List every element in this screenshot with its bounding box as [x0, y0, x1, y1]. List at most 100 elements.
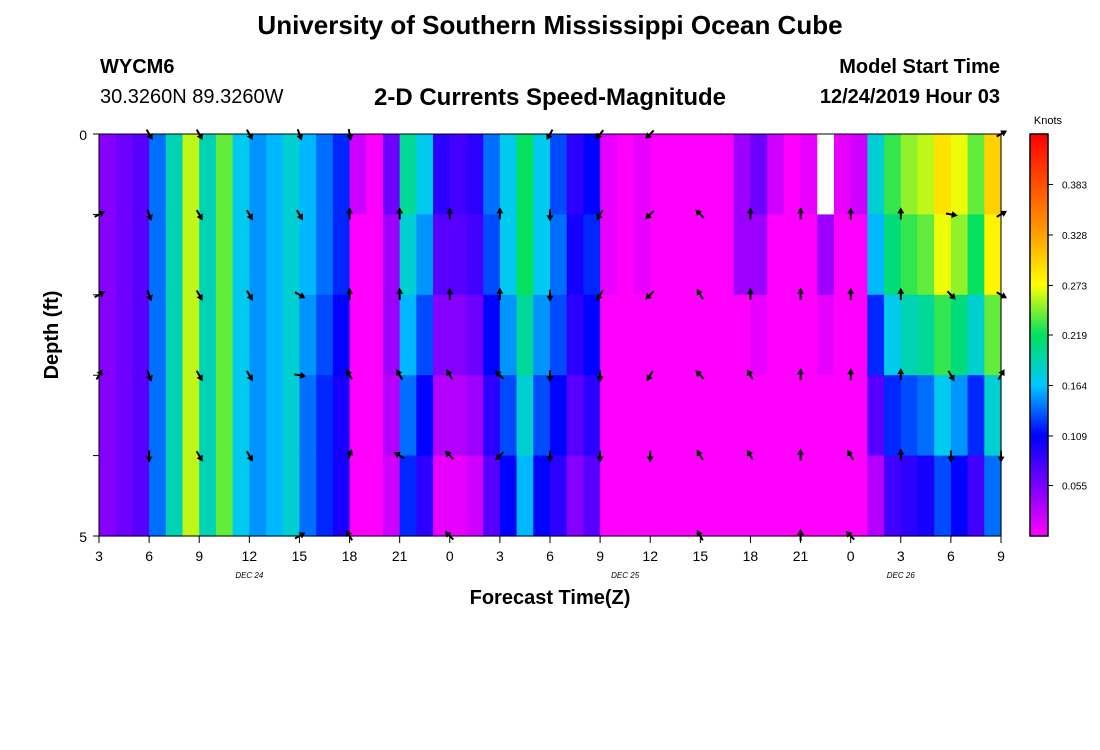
current-vector-arrow: [444, 450, 455, 460]
heatmap-cell: [733, 214, 752, 296]
current-vector-arrow: [646, 370, 654, 382]
x-tick-label: 3: [897, 548, 905, 564]
heatmap-cell: [666, 214, 685, 296]
heatmap-cell: [783, 294, 802, 376]
current-vector-arrow: [946, 290, 956, 300]
current-vector-arrow: [245, 450, 253, 462]
heatmap-cell: [800, 375, 818, 457]
current-vector-arrow: [195, 450, 203, 462]
heatmap-cell: [767, 455, 785, 537]
heatmap-cell: [215, 294, 234, 376]
y-axis-label: Depth (ft): [41, 291, 63, 380]
heatmap-cell: [366, 214, 384, 296]
current-vector-arrow: [195, 370, 203, 382]
heatmap-cell: [215, 134, 234, 215]
heatmap-cell: [416, 294, 434, 376]
heatmap-cell: [733, 455, 752, 537]
current-vector-arrow: [494, 451, 505, 461]
heatmap-cell: [282, 214, 301, 296]
current-vector-arrow: [596, 370, 604, 383]
heatmap-cell: [316, 375, 334, 457]
heatmap-cell: [165, 455, 184, 537]
heatmap-cell: [382, 294, 401, 376]
heatmap-cell: [516, 214, 534, 296]
heatmap-cell: [182, 134, 200, 215]
heatmap-cell: [934, 375, 952, 457]
date-label: DEC 25: [611, 571, 640, 580]
x-tick-label: 6: [145, 548, 153, 564]
heatmap-cell: [600, 375, 618, 457]
heatmap-cell: [366, 455, 384, 537]
heatmap-cell: [165, 214, 184, 296]
heatmap-cell: [466, 134, 484, 215]
heatmap-cell: [884, 134, 902, 215]
colorbar-tick-label: 0.383: [1062, 180, 1087, 191]
heatmap-cell: [433, 375, 451, 457]
heatmap-cell: [650, 294, 668, 376]
colorbar-tick-label: 0.219: [1062, 331, 1087, 342]
current-vector-arrow: [696, 288, 704, 300]
heatmap-cell: [533, 455, 551, 537]
heatmap-cell: [516, 375, 534, 457]
heatmap-cell: [382, 455, 401, 537]
heatmap-cell: [583, 134, 601, 215]
current-vector-arrow: [393, 452, 405, 459]
heatmap-cell: [967, 214, 985, 296]
heatmap-cell: [349, 375, 367, 457]
heatmap-cell: [833, 294, 852, 376]
heatmap-cell: [934, 294, 952, 376]
heatmap-cell: [817, 375, 835, 457]
heatmap-cell: [917, 134, 935, 215]
current-vector-arrow: [446, 287, 454, 300]
heatmap-cell: [416, 214, 434, 296]
heatmap-cell: [750, 134, 768, 215]
colorbar-unit: Knots: [1034, 115, 1063, 127]
x-tick-label: 21: [392, 548, 408, 564]
heatmap-cell: [850, 134, 868, 215]
heatmap-cell: [483, 375, 501, 457]
heatmap-cell: [399, 455, 417, 537]
heatmap-cell: [466, 375, 484, 457]
current-vector-arrow: [847, 449, 855, 461]
heatmap-cell: [950, 375, 969, 457]
current-vector-arrow: [296, 209, 303, 221]
heatmap-cell: [449, 375, 468, 457]
heatmap-cell: [984, 375, 1002, 457]
heatmap-cell: [550, 375, 568, 457]
heatmap-cell: [967, 455, 985, 537]
heatmap-cell: [917, 294, 935, 376]
heatmap-cell: [349, 294, 367, 376]
heatmap-cell: [199, 134, 217, 215]
x-tick-label: 18: [743, 548, 759, 564]
heatmap-cell: [466, 455, 484, 537]
heatmap-cell: [900, 455, 919, 537]
heatmap-cell: [900, 134, 919, 215]
heatmap-cell: [550, 455, 568, 537]
heatmap-cell: [566, 375, 584, 457]
heatmap-cell: [299, 455, 317, 537]
current-vector-arrow: [897, 287, 905, 300]
heatmap-cell: [616, 294, 635, 376]
heatmap-cell: [700, 214, 718, 296]
heatmap-cell: [833, 375, 852, 457]
heatmap-cell: [666, 375, 685, 457]
heatmap-cell: [600, 134, 618, 215]
heatmap-cell: [967, 375, 985, 457]
heatmap-cell: [99, 134, 117, 215]
heatmap-cell: [483, 455, 501, 537]
heatmap-cell: [583, 294, 601, 376]
heatmap-cell: [433, 134, 451, 215]
date-label: DEC 26: [887, 571, 916, 580]
current-vector-arrow: [897, 368, 905, 381]
heatmap-cell: [950, 134, 969, 215]
heatmap-cell: [99, 294, 117, 376]
heatmap-cell: [767, 214, 785, 296]
heatmap-cell: [600, 294, 618, 376]
heatmap-cell: [199, 294, 217, 376]
heatmap-cell: [433, 455, 451, 537]
heatmap-cell: [483, 214, 501, 296]
heatmap-cell: [332, 294, 351, 376]
heatmap-cell: [717, 294, 735, 376]
heatmap-cells: [99, 134, 1002, 537]
